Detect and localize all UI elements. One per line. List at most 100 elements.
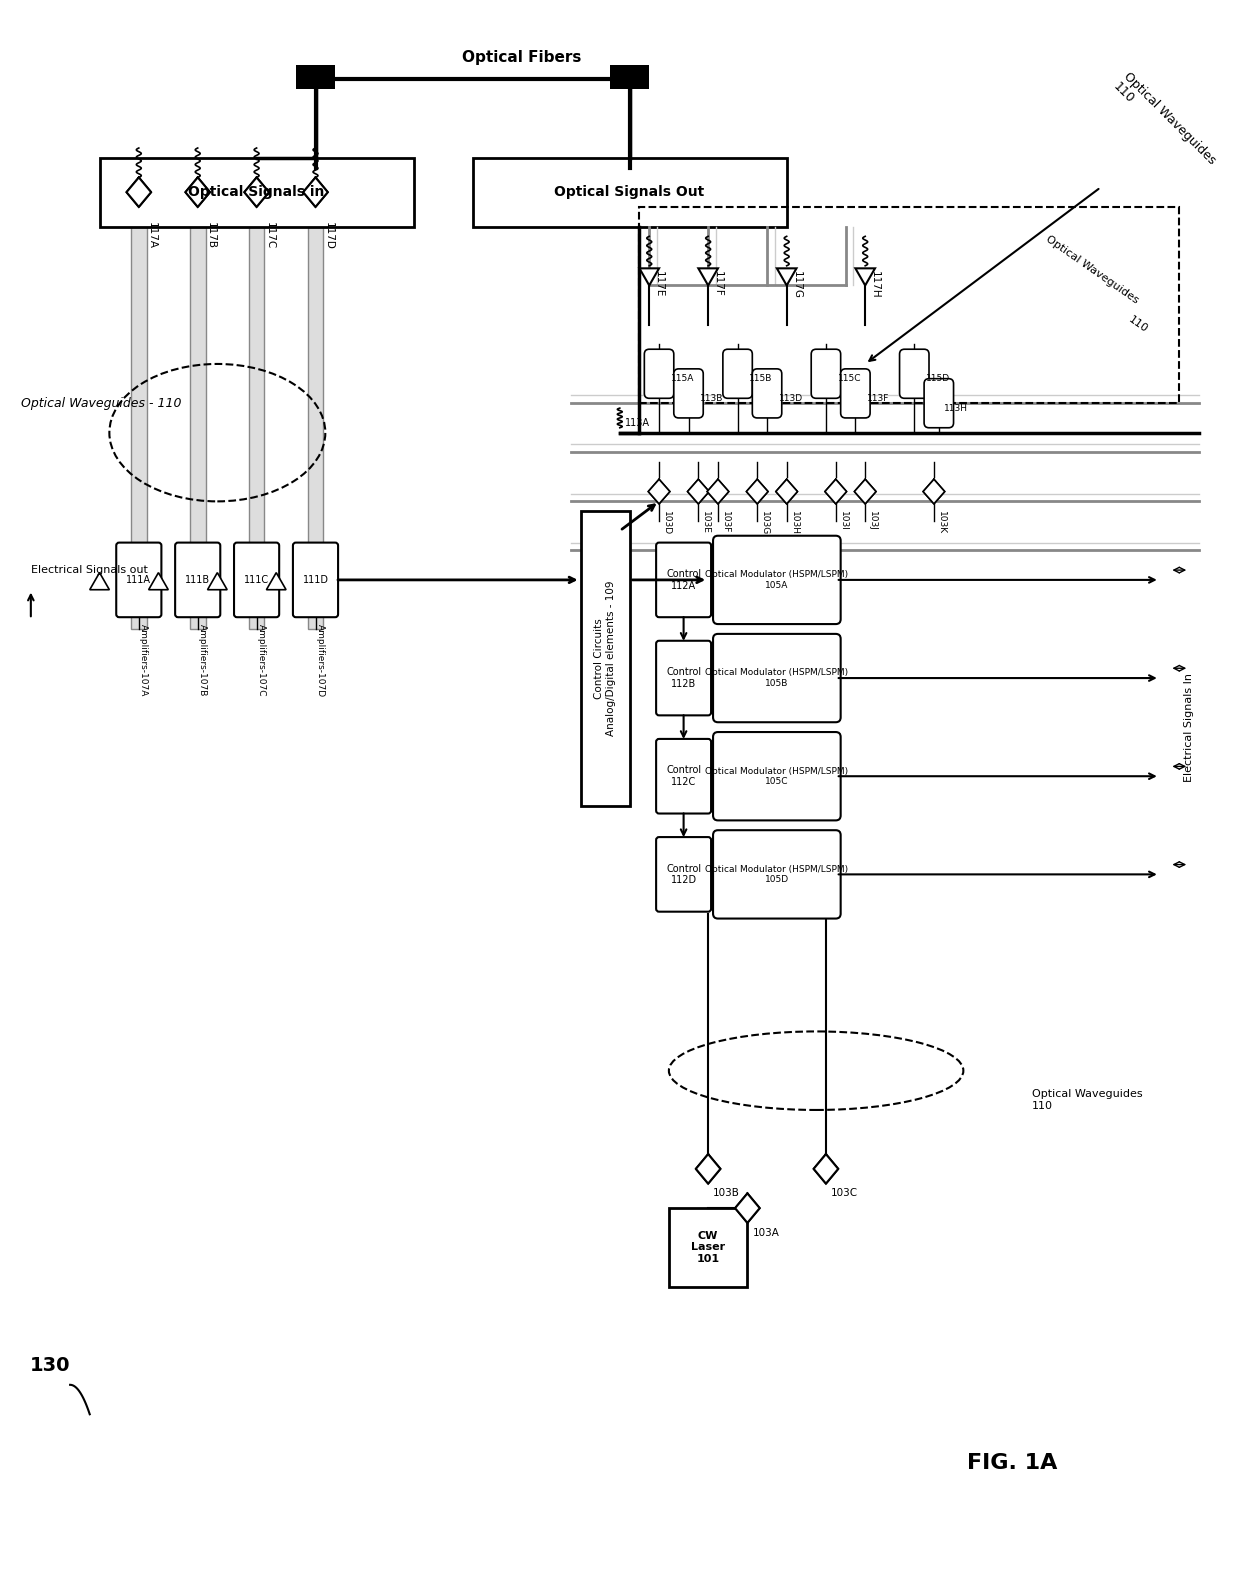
Text: 130: 130	[30, 1355, 71, 1374]
Polygon shape	[923, 479, 945, 504]
Bar	[131, 227, 146, 629]
FancyBboxPatch shape	[924, 378, 954, 427]
FancyBboxPatch shape	[713, 536, 841, 624]
FancyBboxPatch shape	[899, 350, 929, 399]
Text: Control
112A: Control 112A	[666, 569, 701, 591]
Polygon shape	[854, 479, 875, 504]
Text: 117A: 117A	[146, 222, 156, 249]
FancyBboxPatch shape	[713, 831, 841, 919]
Text: Optical Fibers: Optical Fibers	[463, 49, 582, 65]
Text: Control
112C: Control 112C	[666, 766, 701, 786]
Text: Optical Modulator (HSPM/LSPM)
105C: Optical Modulator (HSPM/LSPM) 105C	[706, 766, 848, 786]
Bar	[580, 511, 630, 805]
Text: 113H: 113H	[944, 403, 967, 413]
Text: 111B: 111B	[185, 575, 211, 585]
Text: 117E: 117E	[655, 271, 665, 296]
Text: Control
112B: Control 112B	[666, 667, 701, 689]
Text: 111A: 111A	[126, 575, 151, 585]
FancyBboxPatch shape	[234, 542, 279, 618]
Polygon shape	[813, 1154, 838, 1184]
Bar	[610, 65, 650, 90]
Text: 117B: 117B	[206, 222, 216, 249]
Bar	[296, 65, 335, 90]
Text: 103I: 103I	[838, 511, 848, 531]
Bar	[308, 227, 324, 629]
Text: Control Circuits
Analog/Digital elements - 109: Control Circuits Analog/Digital elements…	[594, 580, 616, 736]
Text: 113B: 113B	[701, 394, 724, 403]
Text: 115D: 115D	[926, 374, 950, 383]
Text: Amplifiers-107A: Amplifiers-107A	[139, 624, 149, 697]
Text: CW
Laser
101: CW Laser 101	[691, 1231, 725, 1264]
FancyBboxPatch shape	[673, 369, 703, 418]
Text: Electrical Signals In: Electrical Signals In	[1184, 673, 1194, 782]
Text: Amplifiers-107B: Amplifiers-107B	[198, 624, 207, 697]
Text: 115C: 115C	[838, 374, 862, 383]
Text: 115B: 115B	[749, 374, 773, 383]
Text: Optical Modulator (HSPM/LSPM)
105B: Optical Modulator (HSPM/LSPM) 105B	[706, 668, 848, 687]
Polygon shape	[244, 178, 269, 206]
Bar	[472, 158, 786, 227]
Text: FIG. 1A: FIG. 1A	[967, 1453, 1058, 1474]
Text: Optical Waveguides
110: Optical Waveguides 110	[1111, 69, 1219, 178]
Text: Optical Waveguides
110: Optical Waveguides 110	[1032, 1089, 1143, 1111]
Text: 103D: 103D	[662, 511, 671, 536]
Text: 117F: 117F	[713, 271, 723, 296]
Bar	[640, 206, 1179, 403]
Text: 117G: 117G	[791, 271, 801, 299]
Text: Amplifiers-107D: Amplifiers-107D	[316, 624, 325, 697]
Text: 113D: 113D	[779, 394, 804, 403]
Text: 110: 110	[1127, 314, 1149, 334]
FancyBboxPatch shape	[645, 350, 673, 399]
FancyBboxPatch shape	[841, 369, 870, 418]
FancyBboxPatch shape	[753, 369, 781, 418]
Text: Control
112D: Control 112D	[666, 864, 701, 886]
FancyBboxPatch shape	[811, 350, 841, 399]
Text: 117H: 117H	[870, 271, 880, 298]
Bar	[99, 158, 414, 227]
Text: Amplifiers-107C: Amplifiers-107C	[257, 624, 267, 697]
Text: 103E: 103E	[702, 511, 711, 534]
FancyBboxPatch shape	[656, 837, 711, 911]
Polygon shape	[707, 479, 729, 504]
Polygon shape	[267, 572, 286, 589]
Text: 113F: 113F	[867, 394, 889, 403]
Text: 117C: 117C	[264, 222, 274, 249]
Text: 103A: 103A	[753, 1228, 779, 1237]
Bar	[249, 227, 264, 629]
FancyBboxPatch shape	[175, 542, 221, 618]
Text: Optical Modulator (HSPM/LSPM)
105A: Optical Modulator (HSPM/LSPM) 105A	[706, 571, 848, 589]
Text: Optical Signals in: Optical Signals in	[188, 184, 325, 199]
Text: 103H: 103H	[790, 511, 799, 536]
Text: 103J: 103J	[868, 511, 877, 531]
Text: 117D: 117D	[324, 222, 334, 249]
FancyBboxPatch shape	[713, 731, 841, 821]
FancyBboxPatch shape	[293, 542, 339, 618]
Text: Optical Waveguides - 110: Optical Waveguides - 110	[21, 397, 181, 410]
Text: 103F: 103F	[720, 511, 730, 534]
Bar	[190, 227, 206, 629]
Polygon shape	[640, 268, 660, 285]
Polygon shape	[89, 572, 109, 589]
FancyBboxPatch shape	[656, 641, 711, 716]
Text: 111D: 111D	[303, 575, 329, 585]
Polygon shape	[776, 268, 796, 285]
Polygon shape	[304, 178, 327, 206]
Polygon shape	[126, 178, 151, 206]
FancyBboxPatch shape	[713, 634, 841, 722]
Text: Optical Waveguides: Optical Waveguides	[1044, 233, 1140, 306]
Polygon shape	[746, 479, 768, 504]
Polygon shape	[698, 268, 718, 285]
Polygon shape	[649, 479, 670, 504]
Polygon shape	[149, 572, 169, 589]
Polygon shape	[825, 479, 847, 504]
Text: Optical Signals Out: Optical Signals Out	[554, 184, 704, 199]
Bar	[668, 1209, 748, 1286]
Text: Electrical Signals out: Electrical Signals out	[31, 566, 148, 575]
Text: 103C: 103C	[831, 1188, 858, 1198]
Polygon shape	[687, 479, 709, 504]
FancyBboxPatch shape	[117, 542, 161, 618]
Text: 113A: 113A	[625, 418, 650, 427]
Text: 103K: 103K	[937, 511, 946, 534]
Polygon shape	[856, 268, 875, 285]
Polygon shape	[207, 572, 227, 589]
